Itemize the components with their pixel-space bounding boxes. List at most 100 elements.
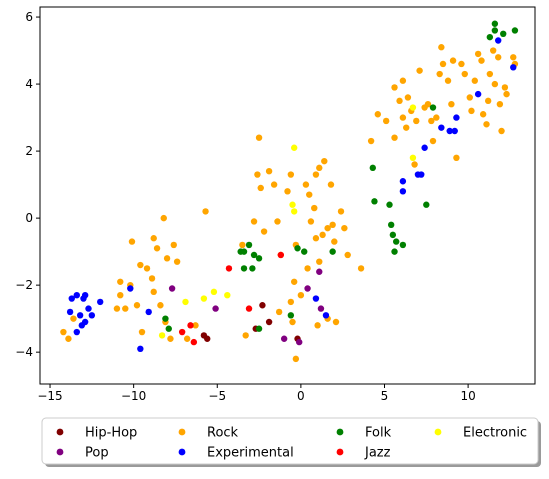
legend-label: Pop [85,446,109,461]
point-rock [287,298,295,306]
point-experimental [418,171,425,178]
point-jazz [178,328,186,336]
point-rock [270,181,278,188]
point-rock [403,124,410,131]
point-rock [399,114,407,121]
point-rock [274,218,281,225]
point-experimental [76,312,84,319]
point-rock [327,181,335,188]
point-folk [423,201,430,208]
point-electronic [182,298,189,306]
point-experimental [68,295,75,302]
y-tick-label: 6 [25,10,33,24]
legend-label: Folk [365,426,392,441]
point-folk [255,325,263,332]
point-rock [170,241,177,249]
point-rock [357,265,365,272]
point-folk [369,164,376,172]
point-rock [65,335,72,342]
point-rock [399,77,407,84]
point-folk [371,198,378,205]
point-experimental [312,295,320,302]
legend-label: Rock [207,426,239,441]
point-rock [312,235,320,242]
point-folk [393,238,400,245]
point-folk [255,255,263,262]
point-rock [341,224,348,232]
point-rock [275,308,283,316]
point-folk [386,201,393,208]
point-experimental [97,298,104,306]
point-rock [429,137,437,145]
legend-marker [336,428,344,436]
point-rock [329,221,336,229]
point-pop [280,335,288,342]
point-pop [296,338,303,346]
point-folk [287,312,295,319]
x-tick-label: −10 [121,389,146,403]
point-experimental [81,318,89,326]
point-folk [294,245,301,252]
plot-frame [39,6,536,385]
point-electronic [289,201,296,208]
legend-marker [56,428,64,436]
point-rock [331,238,338,245]
point-folk [491,27,499,34]
y-tick-label: −2 [15,278,33,292]
legend-label: Experimental [207,446,294,461]
point-experimental [399,178,407,185]
point-rock [391,84,398,91]
point-experimental [85,305,92,312]
axes-layer: −15 −10 −5 0 5 10 −4 −2 0 2 4 6 [15,6,536,403]
point-rock [254,171,261,178]
point-rock [344,251,351,259]
legend-marker [434,428,442,436]
point-experimental [421,144,428,151]
point-pop [317,305,325,312]
points-layer [60,20,519,363]
point-rock [150,288,157,296]
point-rock [444,77,452,84]
point-rock [448,100,455,108]
point-jazz [277,251,285,259]
point-rock [484,97,492,105]
point-rock [284,188,291,195]
point-rock [324,224,331,232]
point-experimental [81,292,89,299]
point-rock [332,318,340,326]
point-rock [471,77,478,84]
point-rock [302,181,310,188]
point-experimental [399,188,407,195]
point-experimental [446,127,453,135]
point-rock [478,57,485,64]
point-rock [148,275,156,282]
point-rock [192,322,199,329]
point-rock [474,50,482,58]
legend-marker [178,448,186,456]
point-hip-hop [265,318,273,326]
x-tick-label: −15 [37,389,62,403]
point-rock [396,97,403,105]
point-electronic [290,208,298,215]
point-rock [479,111,487,118]
point-experimental [88,312,96,319]
point-rock [163,255,171,262]
point-rock [316,164,323,172]
point-folk [165,325,172,332]
point-rock [510,54,517,61]
point-rock [255,134,263,141]
point-folk [249,265,256,272]
point-hip-hop [259,302,266,309]
point-jazz [245,305,253,312]
legend-label: Jazz [364,446,391,461]
point-folk [162,315,169,322]
point-pop [212,305,219,312]
point-rock [382,117,390,125]
legend-item-folk: Folk [336,426,392,441]
point-rock [150,235,157,242]
legend-marker [56,448,64,456]
point-folk [240,248,248,255]
point-folk [387,221,395,229]
point-rock [319,231,326,239]
